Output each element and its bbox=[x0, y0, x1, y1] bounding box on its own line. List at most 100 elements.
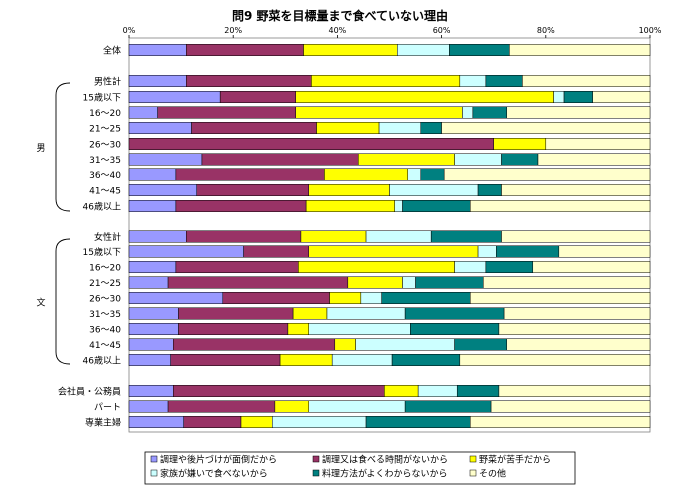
bar-segment bbox=[128, 276, 169, 289]
bar-segment bbox=[470, 292, 651, 304]
bar-segment bbox=[287, 323, 309, 335]
bar-segment bbox=[308, 245, 479, 258]
bar-segment bbox=[365, 230, 432, 243]
bar-segment bbox=[128, 138, 494, 150]
bar-segment bbox=[459, 75, 487, 87]
bar-segment bbox=[175, 168, 325, 181]
bar-segment bbox=[462, 106, 474, 119]
legend-swatch bbox=[469, 469, 477, 477]
row-label: 専業主婦 bbox=[85, 417, 121, 429]
row-label: 会社員・公務員 bbox=[58, 386, 121, 398]
row-label: 男性計 bbox=[94, 76, 121, 88]
bar-segment bbox=[178, 323, 289, 335]
bar-segment bbox=[308, 184, 390, 196]
legend-label: 料理方法がよくわからないから bbox=[322, 468, 448, 480]
bar-segment bbox=[331, 354, 393, 366]
bar-segment bbox=[175, 200, 307, 212]
bar-segment bbox=[496, 245, 560, 258]
gender-label: 男 bbox=[36, 143, 45, 154]
bar-segment bbox=[128, 385, 174, 397]
bar-segment bbox=[167, 276, 349, 289]
bar-segment bbox=[454, 153, 502, 166]
row-label: 41～45 bbox=[89, 187, 121, 197]
bar-segment bbox=[196, 184, 309, 196]
bar-segment bbox=[298, 261, 455, 273]
bar-segment bbox=[498, 323, 651, 335]
bar-segment bbox=[420, 168, 445, 181]
bar-segment bbox=[485, 261, 534, 273]
x-tick-label: 80% bbox=[537, 26, 555, 35]
row-label: 26～30 bbox=[89, 295, 121, 305]
row-label: 女性計 bbox=[94, 231, 121, 243]
bar-segment bbox=[279, 354, 333, 366]
x-tick-label: 60% bbox=[433, 26, 451, 35]
bar-segment bbox=[394, 200, 403, 212]
legend-label: その他 bbox=[479, 468, 506, 480]
legend-swatch bbox=[312, 455, 320, 463]
row-label: 36～40 bbox=[89, 171, 121, 181]
bar-segment bbox=[483, 276, 651, 289]
row-label: 21～25 bbox=[89, 125, 121, 135]
bar-segment bbox=[178, 307, 294, 320]
row-label: 26～30 bbox=[89, 141, 121, 151]
bar-segment bbox=[456, 385, 500, 397]
bar-segment bbox=[334, 338, 356, 351]
bar-segment bbox=[472, 106, 507, 119]
bar-segment bbox=[274, 400, 310, 413]
bar-segment bbox=[191, 122, 317, 134]
bar-segment bbox=[128, 354, 171, 366]
bar-segment bbox=[477, 184, 502, 196]
bar-segment bbox=[183, 416, 242, 428]
x-tick-label: 40% bbox=[329, 26, 347, 35]
bar-segment bbox=[128, 416, 184, 428]
bar-segment bbox=[243, 245, 309, 258]
bar-segment bbox=[493, 138, 547, 150]
bar-segment bbox=[311, 75, 461, 87]
bar-segment bbox=[501, 230, 651, 243]
bar-segment bbox=[404, 400, 492, 413]
bar-segment bbox=[173, 385, 385, 397]
legend: 調理や後片づけが面倒だから 調理又は食べる時間がないから 野菜が苦手だから家族が嫌い… bbox=[144, 451, 576, 485]
x-tick-label: 20% bbox=[224, 26, 242, 35]
bar-segment bbox=[201, 153, 359, 166]
bar-segment bbox=[498, 385, 651, 397]
bar-segment bbox=[295, 106, 463, 119]
bar-segment bbox=[128, 200, 177, 212]
bar-segment bbox=[128, 106, 158, 119]
bar-segment bbox=[441, 122, 651, 134]
row-label: 31～35 bbox=[89, 310, 121, 320]
bar-segment bbox=[326, 307, 406, 320]
bar-segment bbox=[384, 385, 419, 397]
bar-segment bbox=[360, 292, 382, 304]
bar-segment bbox=[389, 184, 479, 196]
bar-segment bbox=[305, 200, 395, 212]
row-label: 31～35 bbox=[89, 156, 121, 166]
legend-label: 調理や後片づけが面倒だから bbox=[160, 454, 277, 466]
bar-segment bbox=[355, 338, 455, 351]
row-label: 16～20 bbox=[89, 109, 121, 119]
bar-segment bbox=[443, 168, 651, 181]
bar-segment bbox=[186, 44, 304, 56]
bracket-line bbox=[55, 82, 71, 212]
legend-box bbox=[144, 451, 576, 485]
bar-segment bbox=[303, 44, 398, 56]
bar-segment bbox=[329, 292, 362, 304]
bar-segment bbox=[128, 261, 177, 273]
row-label: 46歳以上 bbox=[83, 201, 121, 213]
bar-segment bbox=[490, 400, 651, 413]
bar-segment bbox=[454, 338, 507, 351]
bar-segment bbox=[128, 168, 177, 181]
bar-segment bbox=[545, 138, 651, 150]
bar-segment bbox=[128, 400, 169, 413]
bar-segment bbox=[537, 153, 651, 166]
bar-segment bbox=[506, 106, 651, 119]
row-label: 36～40 bbox=[89, 326, 121, 336]
bar-segment bbox=[128, 91, 221, 103]
legend-swatch bbox=[150, 469, 158, 477]
bar-segment bbox=[186, 230, 302, 243]
bar-segment bbox=[592, 91, 651, 103]
bar-segment bbox=[485, 75, 523, 87]
bar-segment bbox=[222, 292, 330, 304]
bar-segment bbox=[501, 153, 539, 166]
